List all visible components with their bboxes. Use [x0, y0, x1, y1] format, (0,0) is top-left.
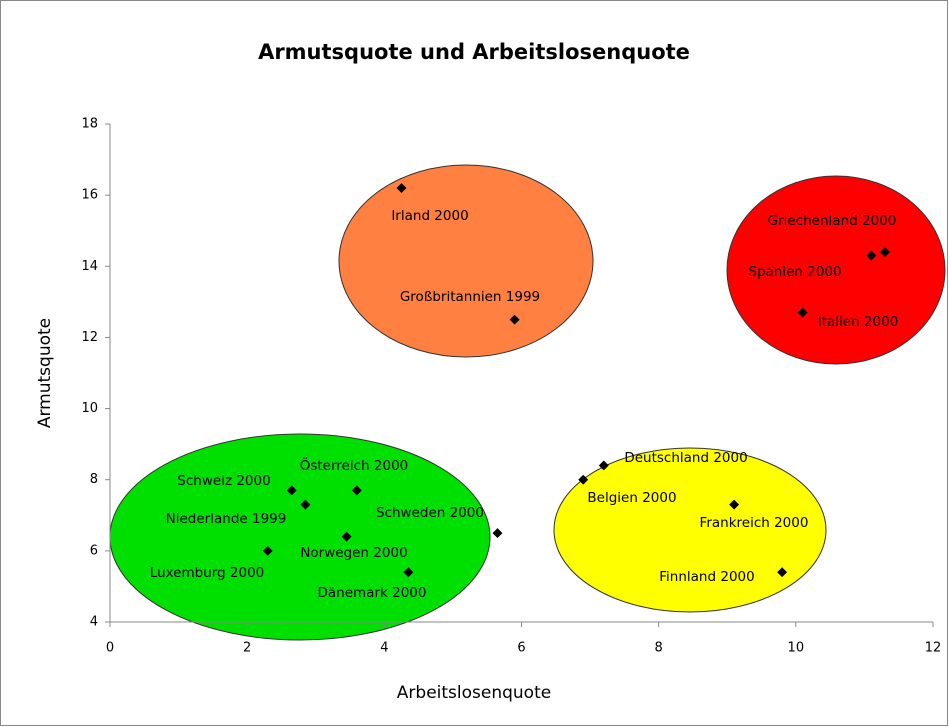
x-tick-label: 10 [788, 641, 805, 656]
point [341, 531, 352, 542]
point-label: Spanien 2000 [748, 264, 841, 280]
cluster-ellipse [338, 164, 594, 358]
y-tick-label: 10 [81, 401, 98, 416]
x-tick-label: 0 [106, 641, 114, 656]
x-tick-label: 8 [655, 641, 663, 656]
x-tick-label: 2 [243, 641, 251, 656]
point-label: Niederlande 1999 [166, 511, 287, 527]
point-label: Griechenland 2000 [768, 213, 897, 229]
chart-title: Armutsquote und Arbeitslosenquote [258, 40, 690, 64]
point [509, 314, 520, 325]
point [866, 250, 877, 261]
y-axis-label: Armutsquote [35, 318, 55, 428]
point [492, 528, 503, 539]
point [880, 247, 890, 258]
y-tick-label: 6 [90, 543, 98, 558]
point-label: Österreich 2000 [300, 456, 409, 474]
point-label: Deutschland 2000 [624, 450, 747, 466]
point-label: Finnland 2000 [659, 569, 754, 585]
point [300, 499, 311, 510]
x-axis-label: Arbeitslosenquote [397, 683, 551, 703]
point-label: Luxemburg 2000 [150, 565, 265, 581]
point-label: Schweden 2000 [376, 505, 484, 521]
point-label: Irland 2000 [391, 208, 468, 224]
point-label: Belgien 2000 [587, 490, 676, 506]
y-tick-label: 18 [81, 117, 98, 132]
point-label: Norwegen 2000 [300, 545, 407, 561]
point-label: Italien 2000 [818, 314, 899, 330]
cluster-ellipse [553, 447, 827, 613]
y-tick-label: 14 [81, 259, 98, 274]
x-tick-label: 6 [517, 641, 525, 656]
point-label: Schweiz 2000 [177, 473, 270, 489]
y-tick-label: 12 [81, 330, 98, 345]
point [777, 567, 788, 578]
point [598, 460, 609, 471]
point [578, 474, 589, 485]
point-label: Frankreich 2000 [700, 515, 809, 531]
y-tick-label: 16 [81, 188, 98, 203]
x-tick-label: 4 [380, 641, 388, 656]
point [351, 485, 362, 496]
cluster-ellipse [726, 175, 946, 365]
point [396, 183, 407, 193]
point [403, 567, 414, 578]
point [729, 499, 740, 510]
point-label: Dänemark 2000 [318, 585, 427, 601]
point [262, 545, 273, 556]
point-label: Großbritannien 1999 [400, 289, 540, 305]
point [286, 485, 297, 496]
y-tick-label: 4 [90, 615, 98, 630]
y-tick-label: 8 [90, 472, 98, 487]
x-tick-label: 12 [925, 641, 942, 656]
point [797, 307, 808, 318]
